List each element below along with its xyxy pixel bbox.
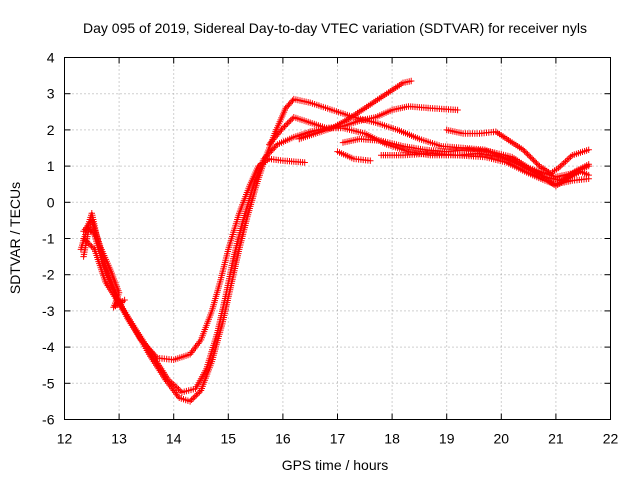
plus-markers [80,217,128,311]
plus-markers [443,126,592,177]
series-track-1 [80,155,308,363]
x-tick-label: 14 [166,431,182,447]
x-tick-labels: 12 13 14 15 16 17 18 19 20 21 22 [57,431,619,447]
plus-markers [80,155,308,363]
y-tick-label: -6 [42,412,55,428]
series-track-8 [378,150,592,190]
y-tick-label: -1 [42,231,55,247]
y-tick-label: -4 [42,339,55,355]
y-tick-label: 0 [47,194,55,210]
series-track-7 [334,148,374,164]
x-tick-label: 19 [439,431,455,447]
series-track-4 [266,103,461,148]
plus-markers [266,103,461,148]
y-tick-label: 2 [47,122,55,138]
y-tick-label: -5 [42,375,55,391]
axis-ticks [64,57,611,420]
x-axis-title: GPS time / hours [282,457,389,473]
data-series [77,77,592,405]
x-tick-label: 16 [275,431,291,447]
x-tick-label: 12 [57,431,73,447]
x-tick-label: 18 [384,431,400,447]
x-tick-label: 13 [111,431,127,447]
chart-title: Day 095 of 2019, Sidereal Day-to-day VTE… [83,20,587,36]
series-track-9 [443,126,592,177]
y-tick-label: 1 [47,158,55,174]
y-tick-label: -2 [42,267,55,283]
plus-markers [378,150,592,190]
series-track-10 [80,217,128,311]
y-tick-label: 3 [47,86,55,102]
x-tick-label: 21 [548,431,564,447]
y-tick-label: 4 [47,50,55,66]
plus-markers [334,148,374,164]
x-tick-label: 20 [494,431,510,447]
plus-markers [296,77,415,143]
y-axis-title: SDTVAR / TECUs [7,182,23,294]
y-tick-labels: -6 -5 -4 -3 -2 -1 0 1 2 3 4 [42,50,55,428]
series-track-5 [296,77,415,143]
y-tick-label: -3 [42,303,55,319]
series-line [83,158,305,361]
x-tick-label: 17 [330,431,346,447]
x-tick-label: 15 [221,431,237,447]
x-tick-label: 22 [603,431,619,447]
